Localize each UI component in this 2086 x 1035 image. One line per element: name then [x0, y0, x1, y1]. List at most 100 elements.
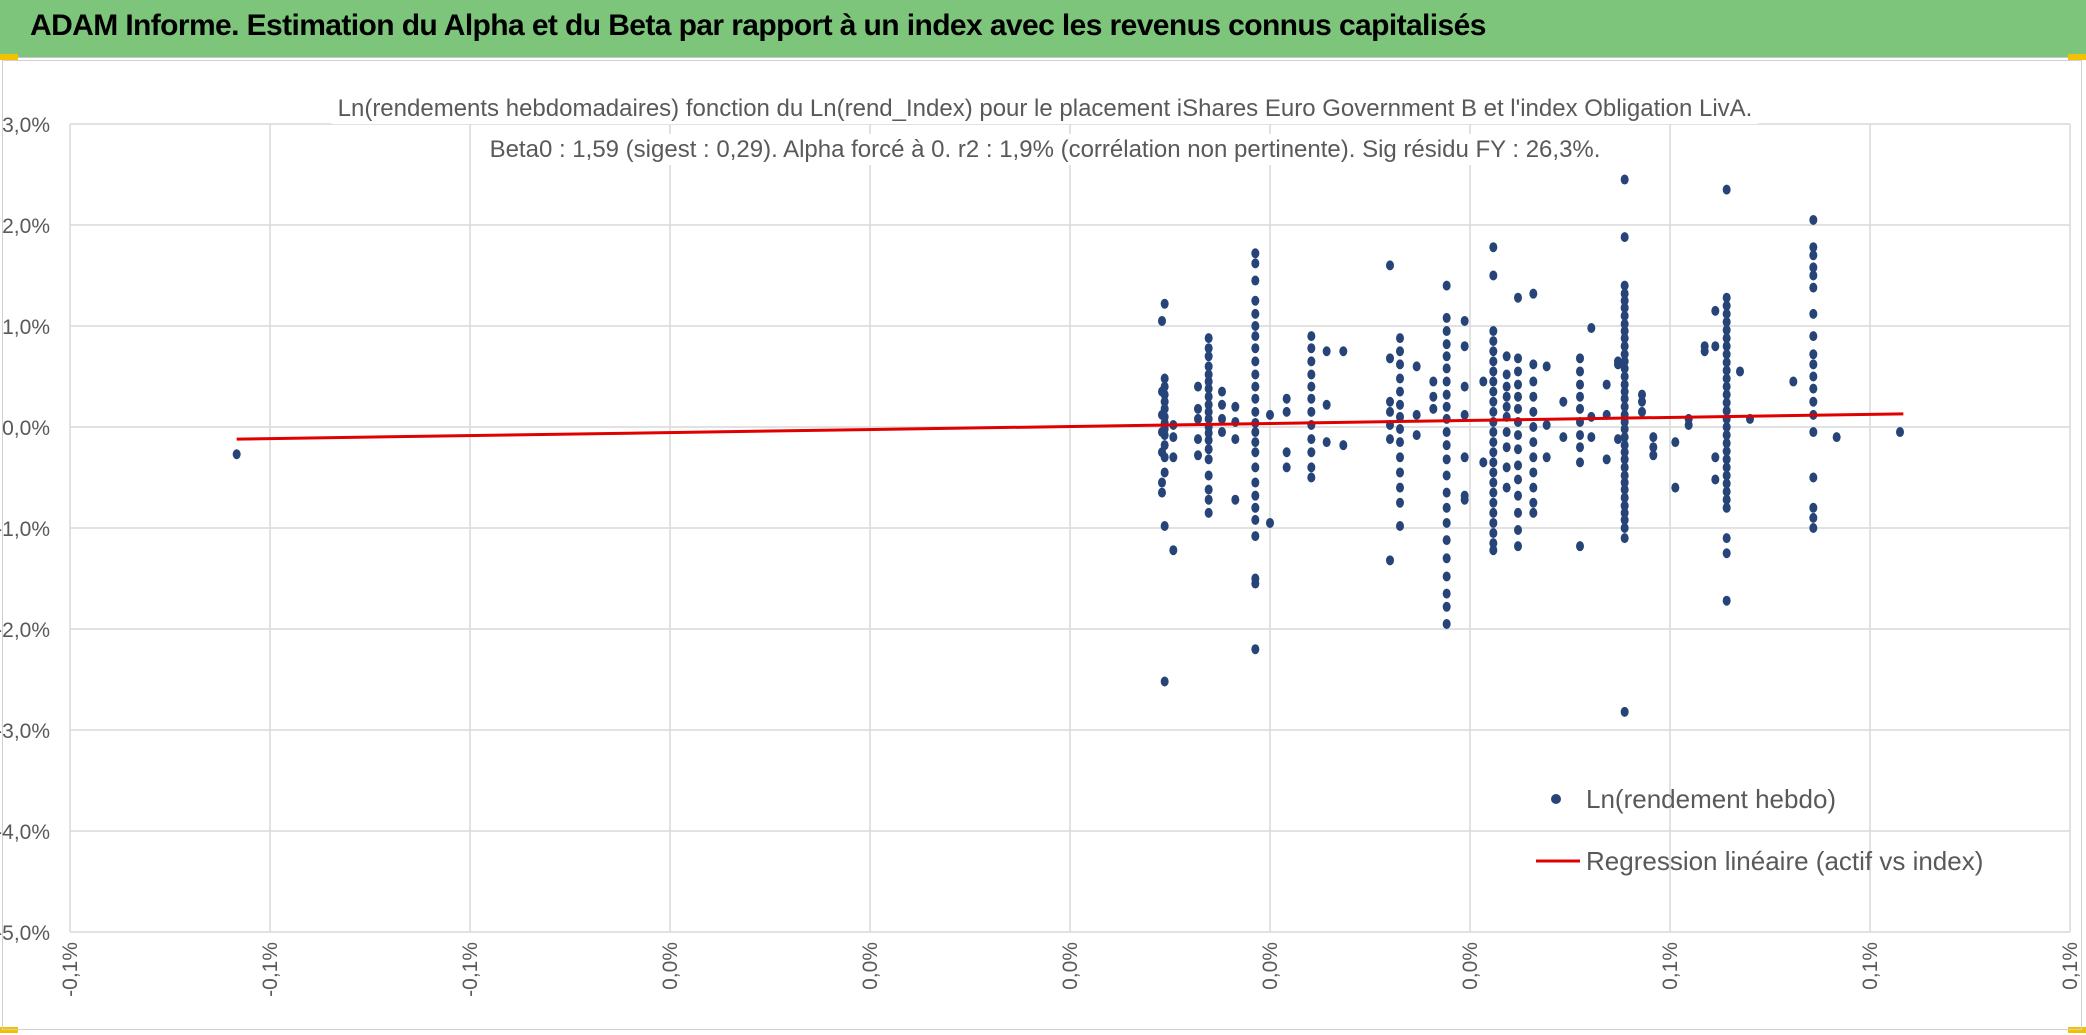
data-point [1169, 432, 1178, 443]
data-point [1809, 262, 1818, 273]
data-point [1396, 399, 1404, 410]
data-point [1307, 406, 1316, 417]
data-point [1620, 401, 1629, 412]
data-point [1559, 432, 1568, 443]
data-point [1489, 346, 1498, 357]
data-point [1809, 502, 1818, 513]
chart-title: Ln(rendements hebdomadaires) fonction du… [338, 95, 1753, 122]
data-point [1671, 437, 1680, 448]
data-point [1722, 405, 1731, 416]
data-point [1218, 413, 1226, 424]
data-point [1620, 174, 1629, 185]
data-point [1204, 383, 1213, 394]
data-point [1576, 541, 1584, 552]
data-point [1502, 462, 1511, 473]
data-point [1614, 359, 1622, 370]
data-point [1251, 437, 1260, 448]
data-point [1442, 571, 1451, 582]
data-point [1479, 376, 1488, 387]
data-point [1489, 416, 1498, 427]
data-point [1204, 435, 1213, 446]
chart-title-background [331, 93, 1759, 124]
corner-marker-bottom-right [2068, 1027, 2086, 1033]
data-point [1307, 472, 1316, 483]
chart-frame [2, 60, 2082, 1030]
data-point [1194, 403, 1202, 414]
data-point [1442, 363, 1451, 374]
data-point [1322, 437, 1331, 448]
data-point [1502, 427, 1511, 438]
data-point [1722, 308, 1731, 319]
data-point [1722, 316, 1731, 327]
data-point [1251, 321, 1260, 331]
x-tick-label: 0,1% [1859, 942, 1882, 990]
data-point [1514, 490, 1522, 501]
data-point [1502, 401, 1511, 412]
data-point [1489, 396, 1498, 407]
data-point [1489, 386, 1498, 397]
data-point [1722, 438, 1731, 449]
data-point [1809, 472, 1818, 483]
data-point [1160, 440, 1169, 451]
y-tick-label: 2,0% [2, 215, 50, 238]
data-point [1514, 403, 1522, 414]
x-tick-label: 0,0% [1259, 942, 1282, 990]
data-point [1736, 366, 1744, 377]
data-point [1587, 432, 1596, 443]
data-point [1160, 452, 1169, 463]
data-point [1251, 427, 1260, 438]
data-point [1282, 393, 1291, 404]
data-point [1489, 447, 1498, 458]
data-point [1529, 359, 1538, 370]
data-point [1722, 478, 1731, 489]
legend-label-regression: Regression linéaire (actif vs index) [1586, 846, 1983, 876]
data-point [1620, 424, 1629, 435]
data-point [1722, 548, 1731, 559]
data-point [1722, 389, 1731, 400]
data-point [1489, 487, 1498, 498]
data-point [1442, 618, 1451, 629]
data-point [1282, 406, 1291, 417]
data-point [1514, 391, 1522, 402]
data-point [1158, 477, 1166, 488]
data-point [1266, 517, 1274, 528]
data-point [1722, 446, 1731, 457]
data-point [1489, 270, 1498, 281]
data-point [1620, 492, 1629, 503]
data-point [1251, 406, 1260, 417]
data-point [1638, 406, 1646, 417]
x-tick-label: 0,1% [1659, 942, 1682, 990]
data-point [1442, 502, 1451, 513]
data-point [1442, 312, 1451, 323]
data-point [1412, 361, 1421, 372]
data-point [1251, 308, 1260, 319]
y-tick-label: 0,0% [2, 417, 50, 440]
regression-line [236, 412, 1904, 441]
data-point [1620, 523, 1629, 533]
data-point [232, 449, 241, 460]
data-point [1489, 457, 1498, 468]
data-point [1620, 484, 1629, 495]
data-point [1587, 411, 1596, 422]
data-point [1542, 361, 1551, 372]
data-point [1251, 248, 1260, 259]
data-point [1620, 295, 1629, 306]
data-point [1809, 270, 1818, 281]
data-point [1529, 391, 1538, 402]
data-point [1386, 555, 1394, 566]
data-point [1251, 331, 1260, 342]
data-point [1489, 507, 1498, 518]
x-tick-label: -0,1% [259, 942, 282, 997]
data-point [1514, 379, 1522, 390]
data-point [1396, 497, 1404, 508]
data-point [1809, 523, 1818, 533]
data-point [1251, 258, 1260, 269]
data-point [1489, 406, 1498, 417]
data-point [1204, 343, 1213, 354]
data-point [1809, 308, 1818, 319]
x-axis-tick-labels: -0,1% -0,1% -0,1% 0,0% 0,0% 0,0% 0,0% 0,0% 0,1% 0… [59, 942, 2082, 997]
data-point [1559, 396, 1568, 407]
data-point [1620, 318, 1629, 329]
data-point [1386, 260, 1394, 271]
data-point [1576, 353, 1584, 364]
